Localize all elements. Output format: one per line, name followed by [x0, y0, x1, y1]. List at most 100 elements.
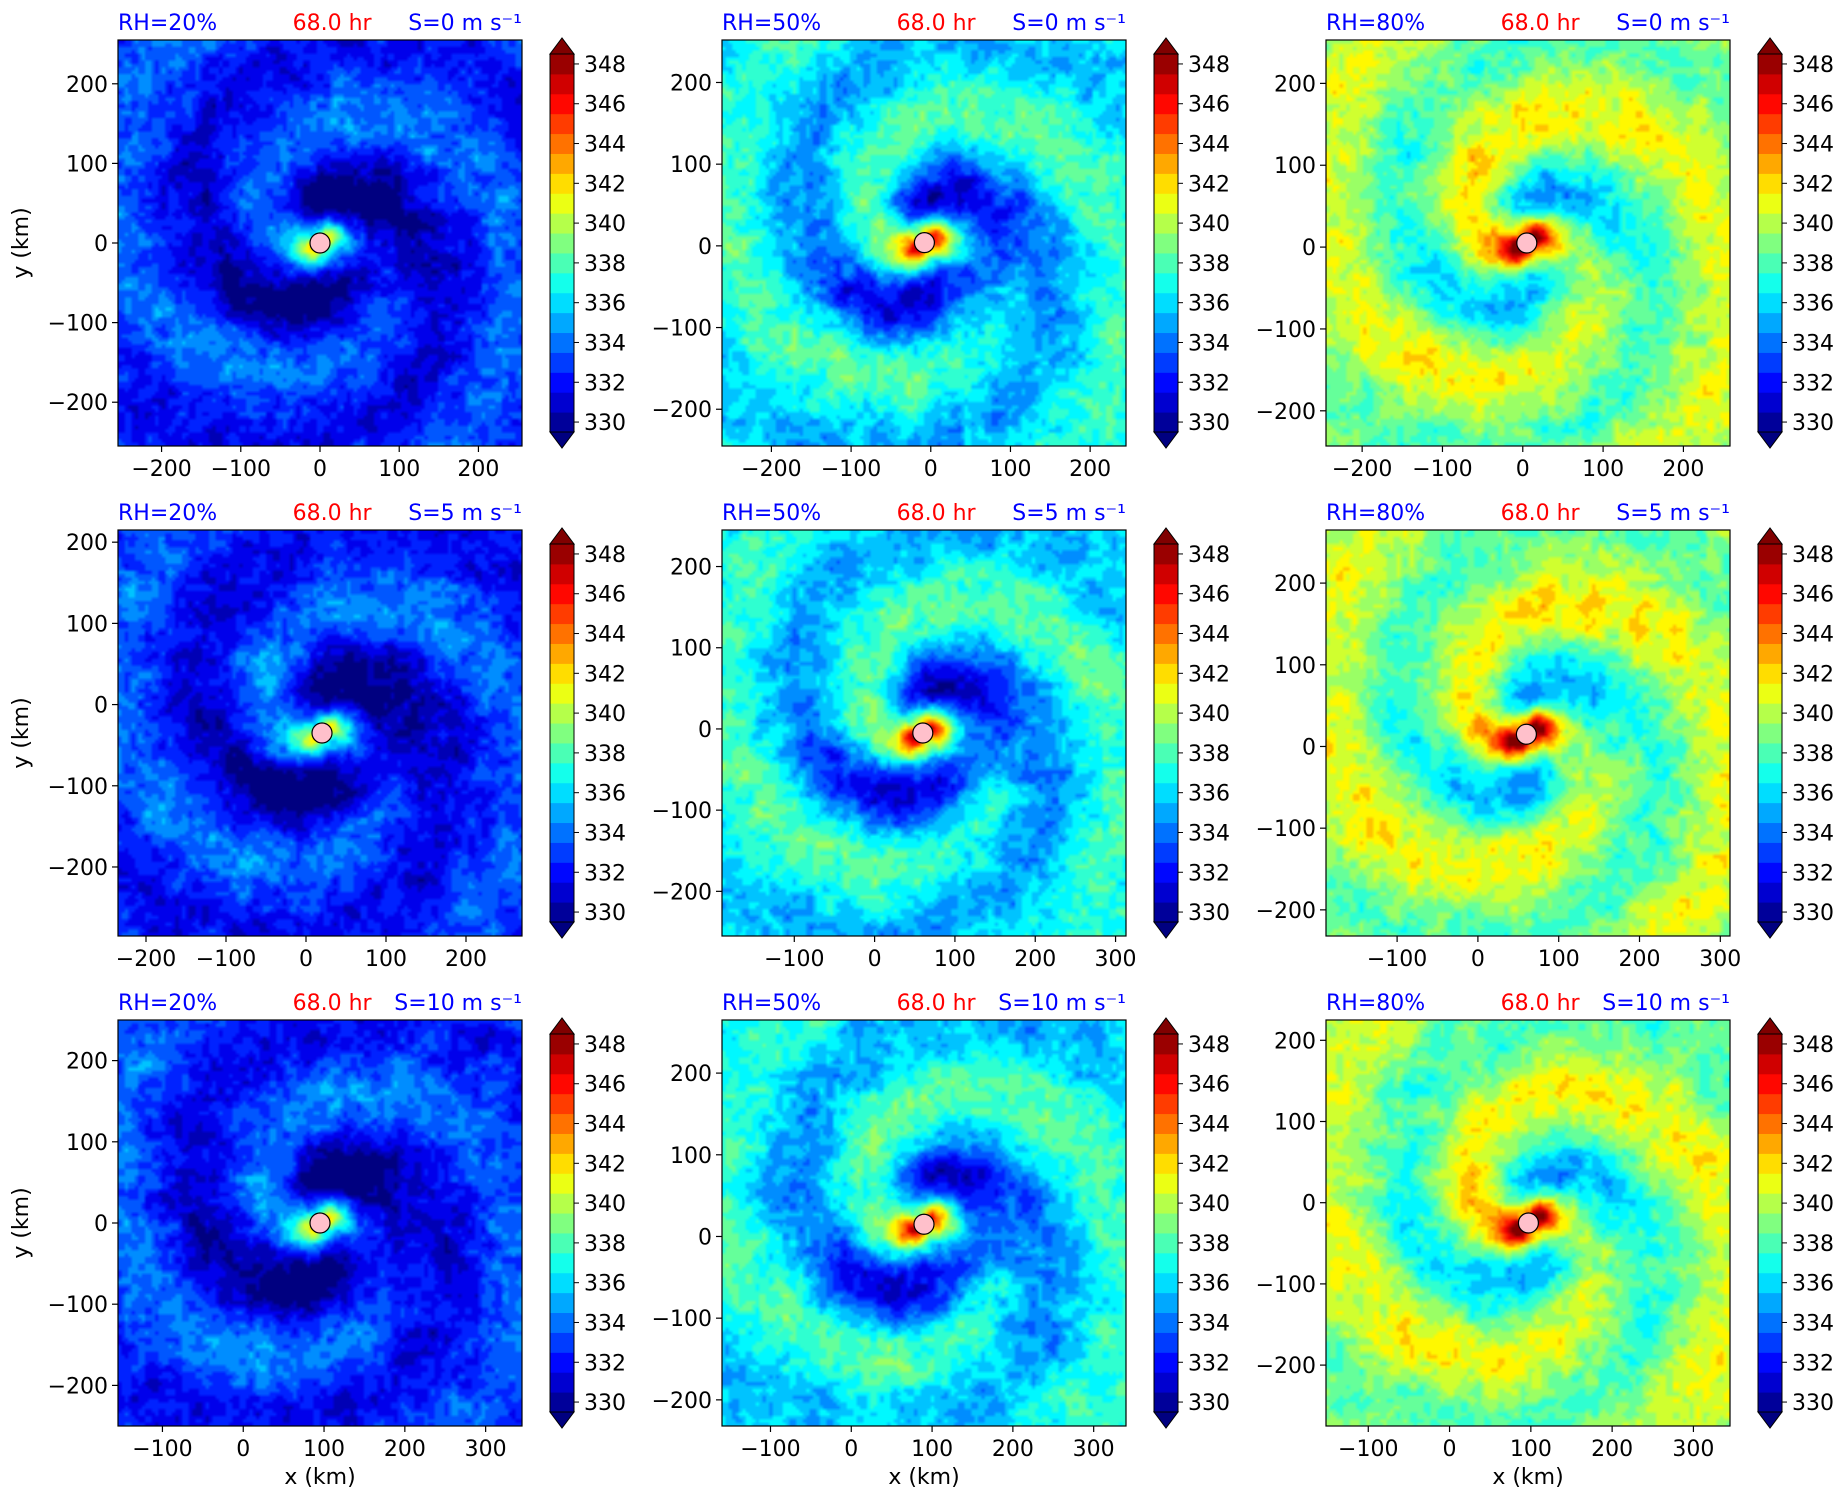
y-tick-label: 100 [1274, 154, 1316, 179]
y-tick-label: 100 [66, 152, 108, 177]
y-tick-label: −200 [1256, 899, 1316, 924]
colorbar-tick-label: 344 [1188, 133, 1230, 158]
colorbar-level [1758, 1034, 1782, 1055]
panel-title-shear: S=10 m s⁻¹ [1602, 991, 1730, 1016]
y-tick-label: 100 [66, 1131, 108, 1156]
colorbar-level [1154, 723, 1178, 744]
colorbar-tick-label: 340 [584, 1192, 626, 1217]
colorbar-level [550, 1173, 574, 1194]
x-tick-label: 0 [236, 1437, 250, 1462]
colorbar-level [1154, 822, 1178, 843]
colorbar-level [550, 802, 574, 824]
colorbar-level [1154, 233, 1178, 254]
colorbar-tick-label: 338 [1188, 252, 1230, 277]
colorbar-tick-label: 334 [1188, 821, 1230, 846]
colorbar-level [1758, 352, 1782, 373]
colorbar-level [1154, 603, 1178, 625]
colorbar-level [1154, 1193, 1178, 1214]
colorbar-frame [1153, 543, 1179, 923]
colorbar-tick-label: 340 [1792, 1192, 1833, 1217]
colorbar-tick-label: 346 [584, 93, 626, 118]
colorbar-level [1154, 1073, 1178, 1095]
colorbar-level [1758, 802, 1782, 824]
colorbar-level [1758, 882, 1782, 903]
colorbar-tick-label: 330 [1792, 901, 1833, 926]
colorbar-tick-label: 346 [584, 583, 626, 608]
colorbar-level [1758, 1193, 1782, 1214]
x-tick-label: 200 [1014, 947, 1056, 972]
x-tick-label: 100 [1510, 1437, 1552, 1462]
x-tick-label: −100 [132, 1437, 192, 1462]
colorbar-level [1758, 1213, 1782, 1234]
y-tick-label: −200 [48, 856, 108, 881]
colorbar-tick-label: 338 [584, 1232, 626, 1257]
colorbar-tick-label: 336 [1792, 292, 1833, 317]
colorbar-level [1154, 1113, 1178, 1134]
y-tick-label: 100 [670, 153, 712, 178]
colorbar-level [1154, 312, 1178, 334]
colorbar-tick-label: 338 [584, 742, 626, 767]
colorbar-tick-label: 344 [1792, 623, 1833, 648]
colorbar-tick-label: 342 [1792, 172, 1833, 197]
panel-rh20-s10: −100 0 100 200 300 −200 −100 0 100 200 RH=20% 68.0 … [9, 991, 626, 1490]
y-tick-label: −100 [48, 1293, 108, 1318]
colorbar-tick-label: 334 [584, 331, 626, 356]
colorbar-tick-label: 334 [1188, 331, 1230, 356]
panel-title-time: 68.0 hr [897, 11, 977, 36]
colorbar-tick-label: 342 [1792, 1152, 1833, 1177]
colorbar-level [1758, 643, 1782, 664]
colorbar-level [1758, 113, 1782, 135]
storm-center-marker [311, 722, 333, 744]
colorbar-tick-label: 330 [584, 901, 626, 926]
x-tick-label: −100 [740, 1437, 800, 1462]
colorbar-tick-label: 334 [1792, 821, 1833, 846]
storm-center-marker [913, 231, 935, 254]
colorbar-level [550, 133, 574, 154]
panel-title-shear: S=0 m s⁻¹ [1616, 11, 1730, 36]
storm-center-marker [913, 1213, 935, 1235]
colorbar-level [1154, 782, 1178, 804]
colorbar-level [1154, 213, 1178, 234]
colorbar-level [550, 683, 574, 704]
x-tick-label: 100 [934, 947, 976, 972]
colorbar-level [1758, 213, 1782, 234]
colorbar-level [550, 1252, 574, 1274]
axes-frame [1325, 39, 1731, 447]
colorbar-extend-min [1153, 431, 1179, 449]
colorbar-level [1758, 312, 1782, 334]
x-tick-label: −100 [196, 947, 256, 972]
y-tick-label: 0 [94, 232, 108, 257]
colorbar-tick-label: 348 [1792, 1033, 1833, 1058]
colorbar-tick-label: 334 [1792, 1311, 1833, 1336]
colorbar-level [1758, 583, 1782, 605]
panel-title-time: 68.0 hr [897, 501, 977, 526]
colorbar: 330 332 334 336 338 340 342 344 346 348 [1757, 1017, 1833, 1429]
colorbar-tick-label: 340 [1188, 212, 1230, 237]
x-tick-label: −100 [821, 457, 881, 482]
colorbar-tick-label: 346 [584, 1073, 626, 1098]
colorbar-level [550, 1073, 574, 1095]
colorbar-level [550, 1292, 574, 1314]
colorbar-level [550, 193, 574, 214]
y-tick-label: 0 [94, 694, 108, 719]
colorbar-level [550, 742, 574, 764]
panel-title-rh: RH=50% [722, 501, 821, 526]
colorbar-level [1758, 1372, 1782, 1393]
colorbar-tick-label: 344 [584, 1113, 626, 1138]
colorbar-level [1758, 723, 1782, 744]
colorbar-level [1758, 412, 1782, 433]
colorbar-tick-label: 338 [1792, 742, 1833, 767]
colorbar-level [1154, 544, 1178, 565]
colorbar-tick-label: 348 [1792, 53, 1833, 78]
colorbar-level [1154, 623, 1178, 644]
colorbar-level [1154, 54, 1178, 75]
colorbar-tick-label: 346 [1792, 93, 1833, 118]
colorbar-level [1154, 352, 1178, 373]
x-tick-label: 0 [1443, 1437, 1457, 1462]
colorbar-level [550, 113, 574, 135]
colorbar-level [1758, 1113, 1782, 1134]
colorbar: 330 332 334 336 338 340 342 344 346 348 [549, 37, 626, 449]
colorbar-level [550, 292, 574, 314]
colorbar-tick-label: 344 [1188, 623, 1230, 648]
